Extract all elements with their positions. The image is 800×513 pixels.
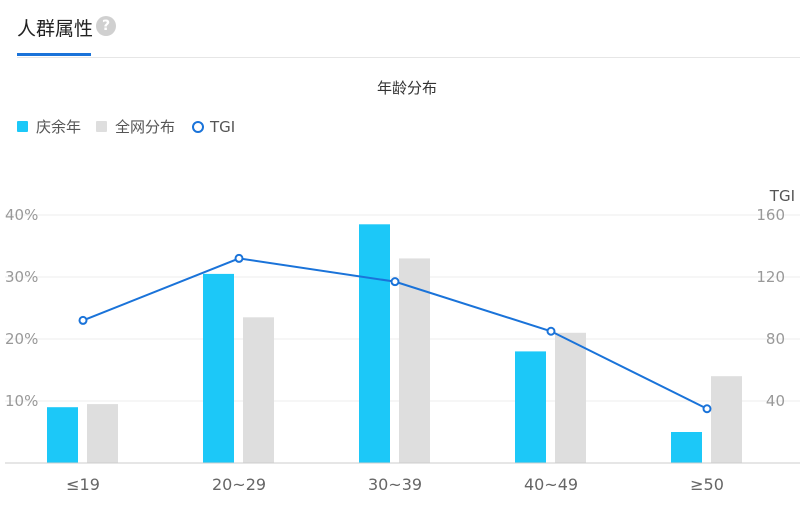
bar-series-2-0[interactable]: [87, 404, 118, 463]
age-distribution-chart: 年龄分布 庆余年 全网分布 TGI TGI 10% 20% 30% 40% 40 80 12…: [5, 79, 800, 494]
legend-swatch-series-1: [17, 121, 28, 132]
x-tick-label: ≤19: [66, 475, 100, 494]
legend-label-series-1: 庆余年: [36, 118, 81, 136]
tab-header: 人群属性 ?: [0, 0, 800, 58]
bar-series-1-0[interactable]: [47, 407, 78, 463]
chart-title: 年龄分布: [377, 79, 437, 97]
axes: 10% 20% 30% 40% 40 80 120 160 ≤19 20~29 30~39 40~49…: [5, 206, 800, 494]
left-tick-label: 20%: [5, 330, 38, 348]
right-tick-label: 80: [766, 330, 785, 348]
left-tick-label: 40%: [5, 206, 38, 224]
left-tick-label: 30%: [5, 268, 38, 286]
legend-swatch-series-2: [96, 121, 107, 132]
bar-series-2-3[interactable]: [555, 332, 586, 463]
right-tick-label: 120: [756, 268, 785, 286]
bar-series-1-3[interactable]: [515, 351, 546, 463]
tgi-point-4[interactable]: [702, 404, 712, 414]
legend-item-series-1[interactable]: 庆余年: [17, 118, 81, 136]
bar-series-2-2[interactable]: [399, 258, 430, 463]
x-tick-label: 40~49: [524, 475, 578, 494]
left-tick-label: 10%: [5, 392, 38, 410]
legend-label-series-2: 全网分布: [115, 118, 175, 136]
bar-series-1-4[interactable]: [671, 432, 702, 463]
tab-title[interactable]: 人群属性: [17, 18, 94, 40]
legend: 庆余年 全网分布 TGI: [17, 118, 235, 136]
legend-item-tgi[interactable]: TGI: [192, 118, 235, 136]
tgi-point-0[interactable]: [78, 315, 88, 325]
x-tick-label: ≥50: [690, 475, 724, 494]
x-tick-label: 20~29: [212, 475, 266, 494]
right-tick-label: 40: [766, 392, 785, 410]
header-divider: [17, 57, 800, 58]
x-tick-label: 30~39: [368, 475, 422, 494]
tgi-point-3[interactable]: [546, 326, 556, 336]
bar-series-1-2[interactable]: [359, 224, 390, 463]
question-circle-icon[interactable]: ?: [96, 16, 116, 36]
right-axis-label: TGI: [769, 187, 795, 205]
bars: [47, 224, 742, 463]
right-tick-label: 160: [756, 206, 785, 224]
legend-marker-tgi: [192, 121, 204, 133]
tgi-point-1[interactable]: [234, 253, 244, 263]
bar-series-1-1[interactable]: [203, 273, 234, 463]
tab-active-underline: [17, 53, 91, 56]
tgi-point-2[interactable]: [390, 277, 400, 287]
bar-series-2-4[interactable]: [711, 376, 742, 463]
legend-label-tgi: TGI: [209, 118, 235, 136]
tgi-line-group: [78, 253, 712, 414]
chart-container: 年龄分布 庆余年 全网分布 TGI TGI 10% 20% 30% 40% 40 80 12…: [0, 60, 800, 509]
legend-item-series-2[interactable]: 全网分布: [96, 118, 175, 136]
bar-series-2-1[interactable]: [243, 317, 274, 463]
